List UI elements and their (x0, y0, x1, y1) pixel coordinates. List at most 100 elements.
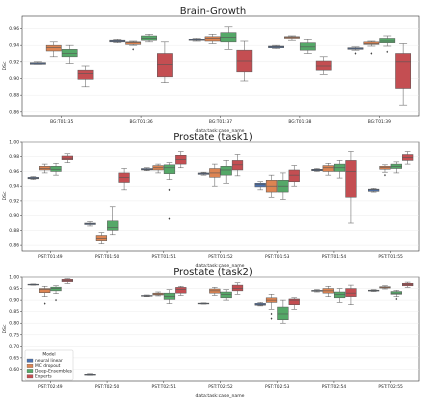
y-axis-label: DSc (2, 191, 8, 200)
legend-swatch (26, 369, 34, 373)
y-tick-label: 1.00 (9, 140, 19, 146)
y-tick-label: 0.86 (9, 243, 19, 249)
box (220, 32, 237, 43)
y-tick-label: 0.95 (9, 286, 19, 292)
plot-area (21, 276, 420, 382)
outlier-point (384, 173, 386, 177)
box (50, 286, 62, 292)
y-axis-label: DSc (2, 61, 8, 70)
y-tick-label: 0.98 (9, 154, 19, 160)
legend-frame (24, 349, 74, 381)
outlier-point (395, 297, 398, 301)
y-tick-label: 0.96 (9, 26, 19, 32)
box (61, 155, 73, 160)
box (157, 53, 173, 78)
x-tick-label: PST:T01:54 (322, 254, 347, 260)
y-tick-label: 0.90 (9, 298, 19, 304)
x-tick-label: PST:T02:51 (152, 384, 177, 390)
box (345, 288, 357, 297)
box (254, 182, 266, 188)
box (220, 166, 232, 176)
y-tick-label: 0.94 (9, 43, 19, 49)
x-tick-label: BG:T01:38 (288, 119, 311, 125)
legend-swatch (26, 364, 34, 368)
box (163, 292, 176, 300)
box (39, 166, 51, 171)
box (204, 36, 221, 42)
outlier-point (168, 217, 171, 220)
x-tick-label: PST:T01:51 (152, 254, 177, 260)
x-tick-label: PST:T02:49 (38, 384, 63, 390)
box (95, 235, 108, 241)
y-tick-label: 0.80 (9, 321, 19, 327)
box (61, 49, 78, 58)
panel-brain-growth: Brain-Growth DSc data:task:case_name 0.8… (2, 6, 420, 134)
x-axis-label: data:task:case_name (196, 263, 245, 269)
y-tick-label: 0.86 (9, 109, 19, 115)
x-tick-label: BG:T01:37 (209, 119, 232, 125)
box (125, 41, 142, 45)
y-tick-label: 0.94 (9, 184, 19, 190)
legend-label: MC dropout (35, 363, 61, 369)
box (231, 160, 244, 171)
box (322, 165, 334, 172)
box (363, 41, 380, 45)
legend-title: Model (42, 352, 55, 358)
panel-title: Prostate (task2) (173, 267, 253, 278)
x-tick-label: PST:T01:50 (95, 254, 120, 260)
y-tick-label: 0.92 (9, 59, 19, 65)
outlier-point (270, 312, 273, 316)
outlier-point (386, 50, 389, 54)
box (288, 169, 300, 183)
legend-swatch (26, 358, 34, 363)
x-tick-label: BG:T01:35 (50, 119, 73, 125)
legend-label: neural linear (35, 358, 63, 364)
box (333, 291, 346, 299)
box (50, 166, 62, 172)
y-tick-label: 1.00 (9, 275, 19, 281)
box (288, 298, 300, 305)
box (39, 288, 51, 293)
y-axis-label: DSc (2, 324, 8, 333)
y-tick-label: 0.90 (9, 213, 19, 219)
outlier-point (55, 298, 57, 302)
x-tick-label: PST:T02:54 (322, 384, 347, 390)
box (141, 35, 157, 41)
outlier-point (270, 317, 273, 320)
box (368, 188, 380, 192)
x-tick-label: PST:T01:53 (265, 254, 290, 260)
box (107, 220, 119, 231)
panel-prostate-task1: Prostate (task1) DSc data:task:case_name… (2, 132, 420, 269)
legend-swatch (26, 374, 34, 379)
outlier-point (132, 48, 135, 51)
box (379, 38, 396, 43)
x-tick-label: PST:T02:52 (208, 384, 233, 390)
outlier-point (370, 52, 373, 55)
outlier-point (168, 188, 171, 192)
x-tick-label: BG:T01:36 (130, 119, 153, 125)
outlier-point (43, 302, 46, 305)
x-axis-label: data:task:case_name (196, 128, 245, 134)
box (231, 284, 244, 292)
outlier-point (354, 52, 357, 55)
y-tick-label: 0.92 (9, 198, 19, 204)
box (345, 160, 357, 198)
legend-label: Deep-Ensembles (35, 368, 73, 374)
x-tick-label: PST:T02:50 (95, 384, 120, 390)
box (77, 69, 94, 80)
panel-prostate-task2: Prostate (task2) DSc data:task:case_name… (2, 267, 420, 399)
box (299, 42, 316, 51)
y-tick-label: 0.65 (9, 355, 19, 361)
x-tick-label: BG:T01:39 (368, 119, 391, 125)
box (175, 287, 187, 294)
y-tick-label: 0.88 (9, 93, 19, 99)
box (395, 53, 412, 89)
x-tick-label: PST:T01:55 (378, 254, 403, 260)
box (118, 172, 130, 183)
box (277, 306, 289, 321)
y-tick-label: 0.88 (9, 228, 19, 234)
x-axis-label: data:task:case_name (196, 393, 245, 399)
y-tick-label: 0.90 (9, 76, 19, 82)
x-tick-label: PST:T01:49 (38, 254, 63, 260)
